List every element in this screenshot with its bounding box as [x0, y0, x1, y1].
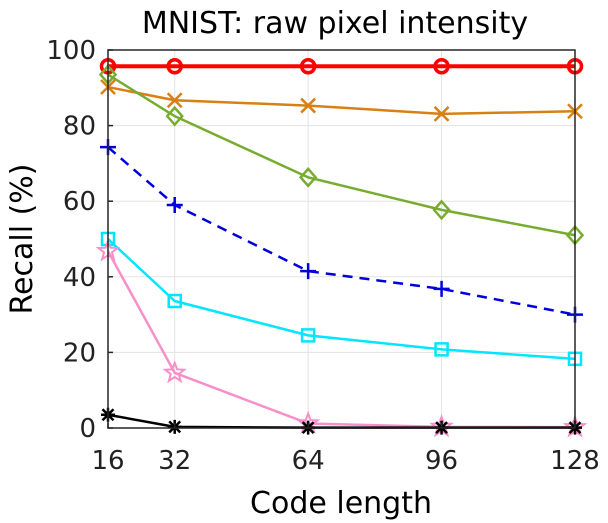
series-7: [101, 407, 582, 435]
y-ticks: 0 20 40 60 80 100: [46, 36, 113, 444]
series-3: [98, 64, 585, 246]
y-tick-label: 100: [46, 36, 96, 66]
y-tick-label: 20: [63, 338, 96, 368]
x-tick-label: 128: [550, 446, 600, 476]
data-point-plus: [300, 263, 317, 280]
data-point-square: [300, 328, 316, 343]
y-axis-label: Recall (%): [5, 164, 40, 315]
data-point-square: [434, 342, 449, 357]
data-point-x: [166, 92, 183, 109]
data-point-diamond: [432, 199, 451, 221]
data-point-circle: [299, 58, 317, 75]
data-point-circle: [166, 58, 183, 75]
x-tick-label: 32: [158, 446, 191, 476]
data-point-plus: [433, 280, 450, 297]
series-line: [107, 146, 576, 316]
x-tick-label: 64: [292, 446, 325, 476]
data-point-plus: [166, 196, 183, 213]
x-tick-label: 96: [425, 446, 458, 476]
data-point-diamond: [165, 105, 184, 127]
series-line: [107, 73, 576, 237]
y-tick-label: 60: [63, 187, 96, 217]
plot-frame: [107, 49, 576, 429]
y-tick-label: 80: [63, 112, 96, 142]
chart-title: MNIST: raw pixel intensity: [142, 6, 528, 41]
data-point-square: [167, 293, 182, 309]
series-line: [107, 238, 576, 361]
data-point-x: [300, 97, 317, 114]
x-ticks: 16 32 64 96 128: [91, 423, 600, 476]
y-tick-label: 40: [63, 263, 96, 293]
series-1: [99, 58, 584, 75]
data-point-x: [433, 105, 450, 122]
x-axis-label: Code length: [250, 486, 432, 521]
series-5: [100, 231, 583, 367]
y-tick-label: 0: [79, 414, 96, 444]
series-layer: [95, 58, 588, 438]
data-point-circle: [433, 58, 450, 75]
data-point-diamond: [298, 166, 318, 188]
x-tick-label: 16: [91, 446, 124, 476]
data-point-star: [162, 359, 187, 384]
